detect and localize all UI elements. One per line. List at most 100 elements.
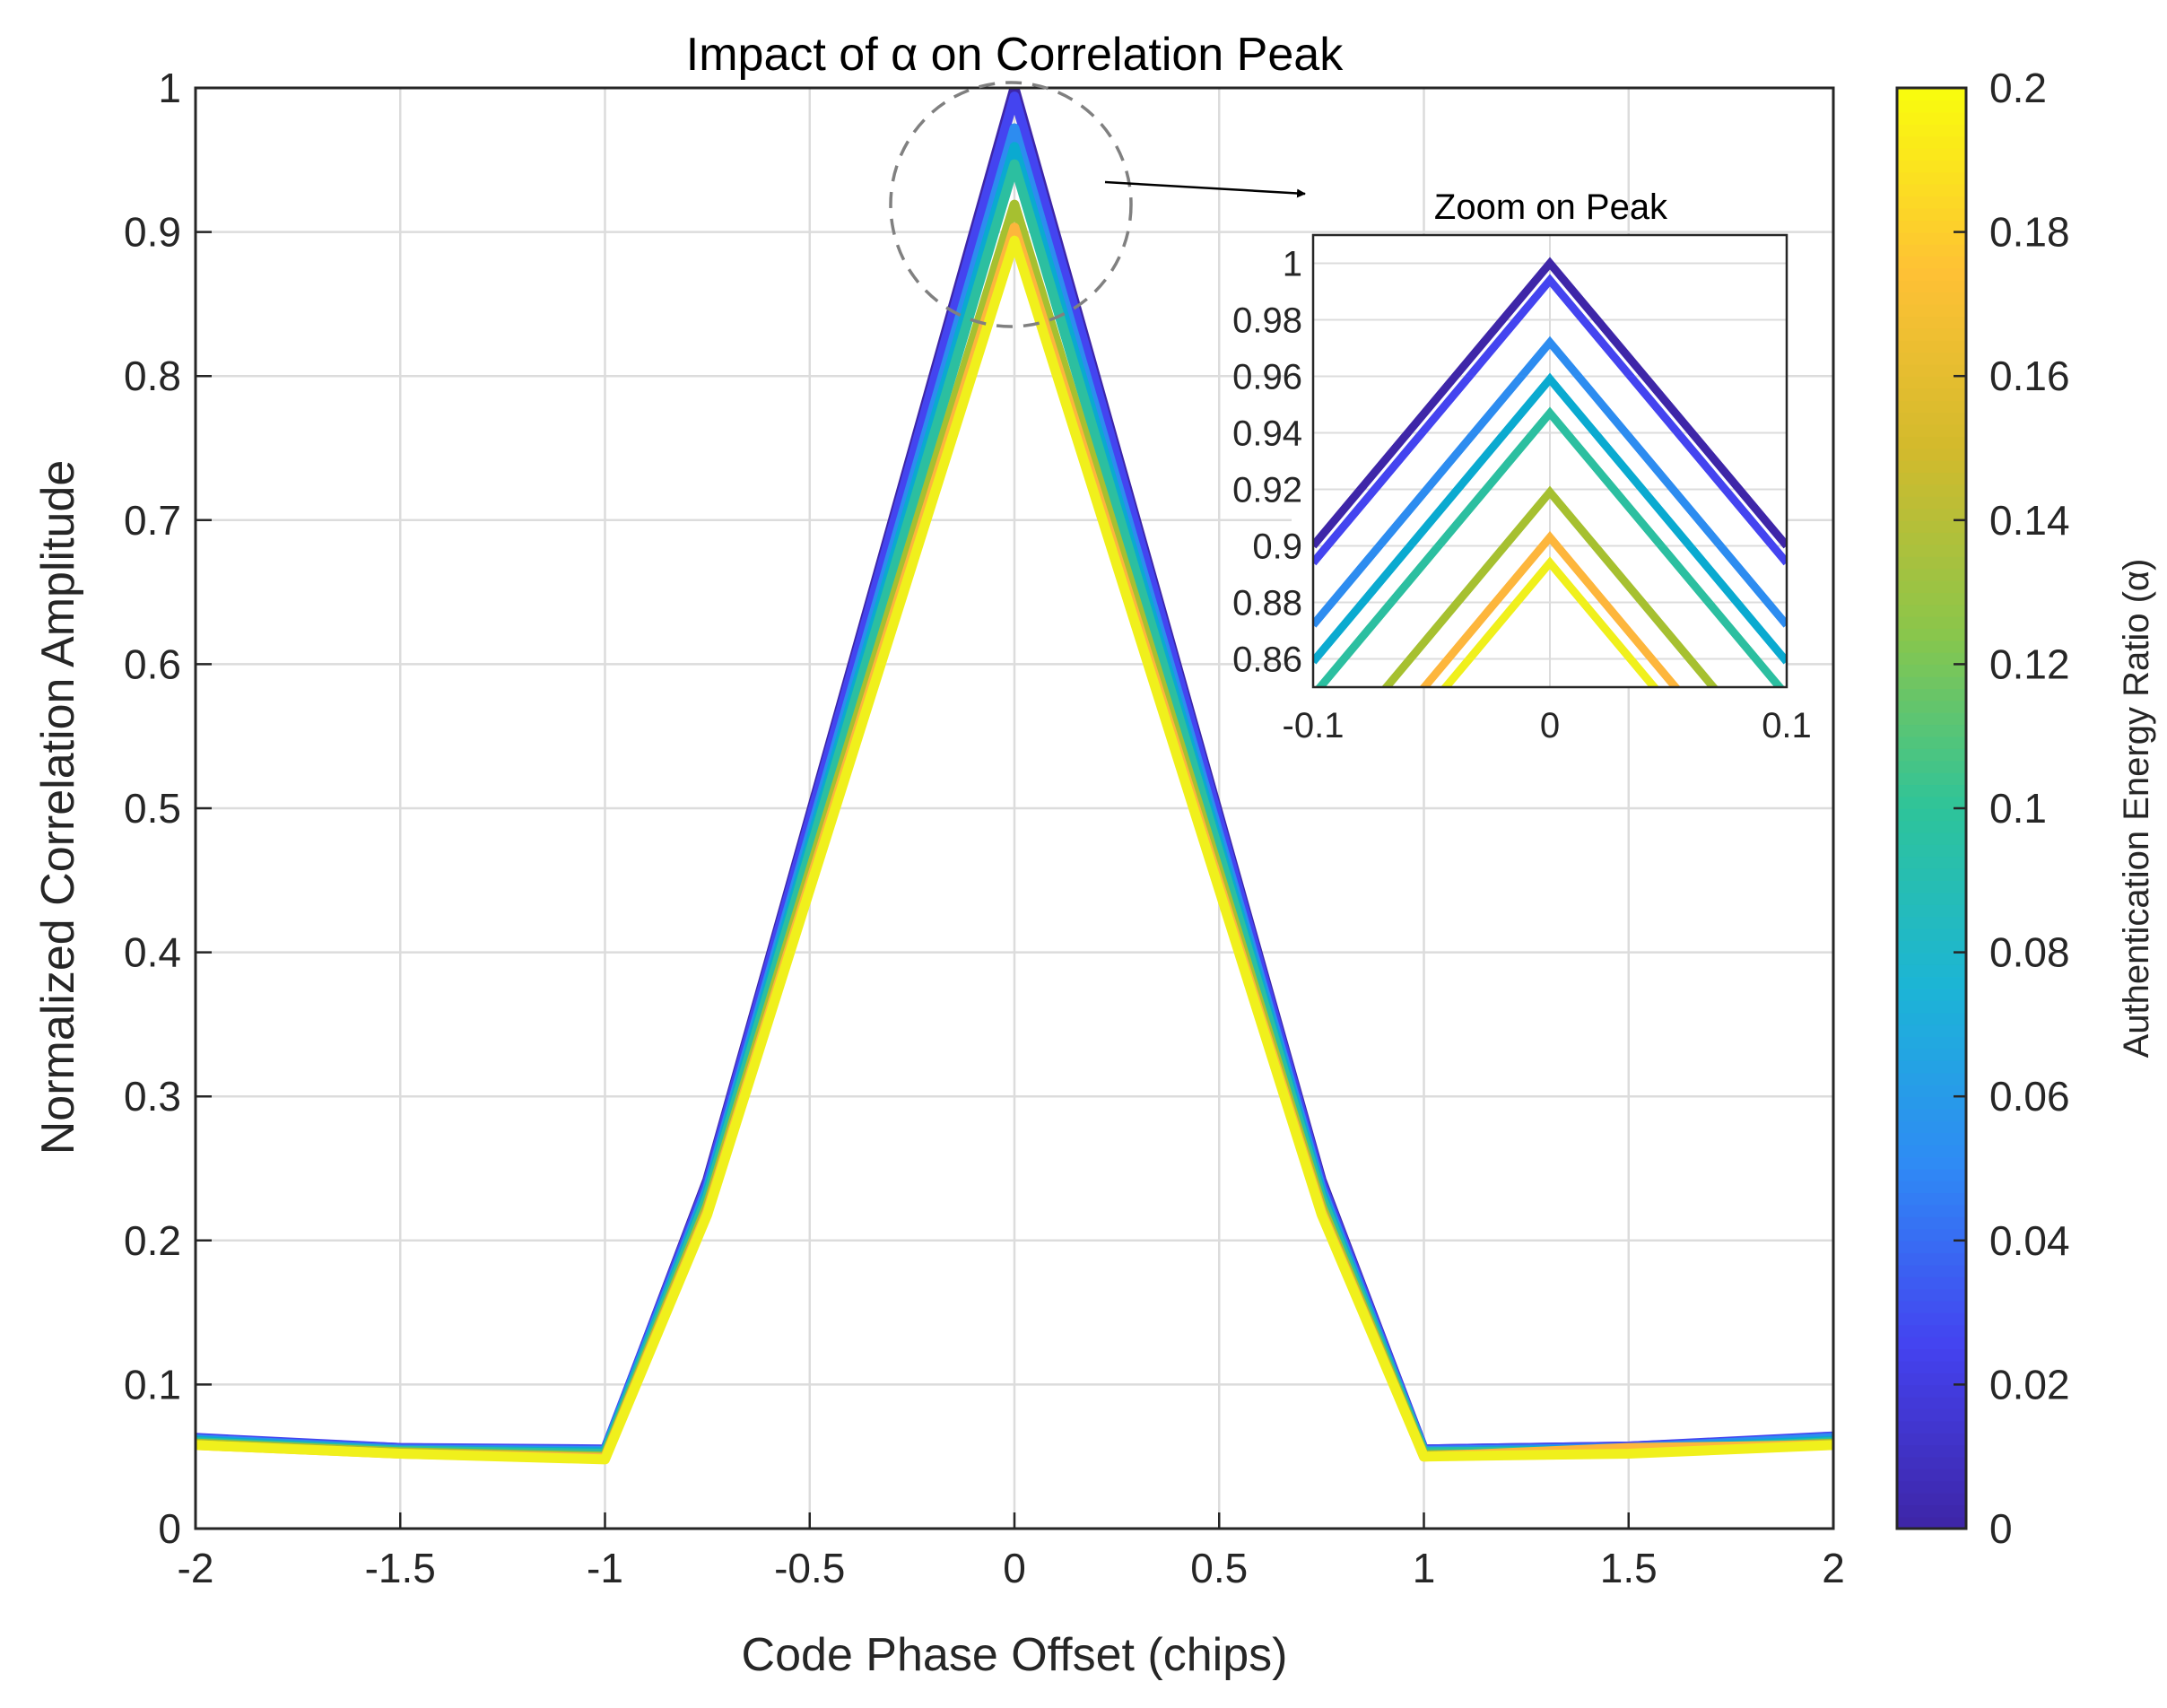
main-y-tick-label: 0.9 [124, 209, 181, 256]
colorbar-band [1897, 592, 1966, 606]
colorbar-band [1897, 928, 1966, 942]
colorbar-band [1897, 292, 1966, 305]
colorbar-band [1897, 1456, 1966, 1469]
colorbar-band [1897, 724, 1966, 737]
main-x-tick-label: 0.5 [1190, 1545, 1248, 1591]
colorbar-band [1897, 1132, 1966, 1146]
colorbar-band [1897, 796, 1966, 809]
main-x-tick-label: -0.5 [774, 1545, 845, 1591]
main-y-tick-label: 0.7 [124, 497, 181, 544]
colorbar-band [1897, 808, 1966, 822]
colorbar-tick-label: 0.16 [1989, 353, 2070, 399]
colorbar-band [1897, 963, 1966, 978]
colorbar-band [1897, 267, 1966, 281]
colorbar-band [1897, 316, 1966, 329]
inset-series-line-2 [1313, 336, 1787, 628]
inset-y-tick-label: 0.88 [1232, 584, 1302, 623]
inset-y-tick-label: 0.98 [1232, 301, 1302, 341]
colorbar-band [1897, 880, 1966, 893]
colorbar-band [1897, 976, 1966, 989]
colorbar-band [1897, 771, 1966, 786]
inset-series-line-1 [1313, 274, 1787, 566]
colorbar-band [1897, 1084, 1966, 1097]
colorbar-band [1897, 832, 1966, 845]
inset-x-tick-labels: -0.1 0 0.1 [1283, 706, 1812, 745]
colorbar-tick-label: 0.14 [1989, 497, 2070, 544]
zoom-arrow [1104, 180, 1306, 198]
colorbar-band [1897, 496, 1966, 510]
inset-y-tick-label: 0.94 [1232, 414, 1302, 454]
colorbar-tick-label: 0.04 [1989, 1217, 2070, 1264]
colorbar-tick-label: 0.06 [1989, 1073, 2070, 1120]
main-y-tick-label: 1 [158, 65, 181, 111]
colorbar-band [1897, 1024, 1966, 1038]
inset-y-tick-label: 0.96 [1232, 358, 1302, 397]
colorbar-band [1897, 436, 1966, 449]
colorbar-tick-label: 0.18 [1989, 209, 2070, 256]
main-x-tick-labels: -2 -1.5 -1 -0.5 0 0.5 1 1.5 2 [178, 1545, 1845, 1591]
colorbar-band [1897, 160, 1966, 173]
colorbar-band [1897, 1048, 1966, 1061]
colorbar-band [1897, 327, 1966, 341]
colorbar-band [1897, 484, 1966, 497]
colorbar-band [1897, 412, 1966, 425]
colorbar-band [1897, 1108, 1966, 1121]
colorbar-band [1897, 988, 1966, 1001]
colorbar-band [1897, 760, 1966, 773]
colorbar-band [1897, 196, 1966, 209]
main-y-tick-label: 0.8 [124, 353, 181, 399]
main-x-tick-label: -1.5 [365, 1545, 436, 1591]
inset-lines [1313, 257, 1787, 687]
colorbar-band [1897, 448, 1966, 461]
inset-y-tick-label: 0.92 [1232, 471, 1302, 510]
colorbar-band [1897, 1372, 1966, 1386]
inset-y-tick-labels: 0.86 0.88 0.9 0.92 0.94 0.96 0.98 1 [1232, 245, 1302, 680]
colorbar-band [1897, 171, 1966, 185]
colorbar-band [1897, 1432, 1966, 1446]
colorbar-band [1897, 352, 1966, 365]
colorbar-band [1897, 303, 1966, 318]
colorbar-band [1897, 1396, 1966, 1409]
inset-series-line-6 [1419, 531, 1681, 687]
colorbar-band [1897, 1036, 1966, 1050]
colorbar-band [1897, 1096, 1966, 1110]
colorbar-band [1897, 916, 1966, 929]
colorbar-band [1897, 280, 1966, 293]
colorbar-band [1897, 1144, 1966, 1157]
colorbar-band [1897, 1300, 1966, 1313]
colorbar-band [1897, 1156, 1966, 1170]
colorbar-band [1897, 892, 1966, 905]
colorbar-band [1897, 1276, 1966, 1290]
inset-x-tick-label: 0.1 [1762, 706, 1812, 745]
peak-highlight-circle [889, 81, 1133, 328]
colorbar-band [1897, 604, 1966, 617]
inset-series-line-5 [1380, 485, 1719, 687]
x-axis-label: Code Phase Offset (chips) [742, 1629, 1288, 1681]
colorbar-band [1897, 568, 1966, 581]
inset-series-line-4 [1315, 406, 1785, 687]
colorbar-band [1897, 952, 1966, 965]
main-x-tick-label: 0 [1003, 1545, 1026, 1591]
colorbar-band [1897, 1168, 1966, 1181]
colorbar-band [1897, 820, 1966, 833]
colorbar-band [1897, 147, 1966, 161]
colorbar-band [1897, 652, 1966, 666]
colorbar-band [1897, 1324, 1966, 1338]
colorbar-band [1897, 904, 1966, 918]
colorbar-band [1897, 1240, 1966, 1253]
colorbar-band [1897, 784, 1966, 797]
colorbar-tick-label: 0.12 [1989, 640, 2070, 687]
colorbar-band [1897, 1384, 1966, 1398]
colorbar-band [1897, 1060, 1966, 1074]
colorbar-band [1897, 1192, 1966, 1206]
zoom-annotation: Zoom on Peak [1434, 187, 1668, 227]
colorbar-band [1897, 1444, 1966, 1458]
colorbar-band [1897, 1336, 1966, 1350]
colorbar-band [1897, 544, 1966, 557]
colorbar-band [1897, 340, 1966, 353]
colorbar-band [1897, 1216, 1966, 1230]
colorbar-tick-label: 0 [1989, 1505, 2013, 1552]
series-line-7 [196, 235, 1833, 1465]
colorbar-band [1897, 1012, 1966, 1025]
